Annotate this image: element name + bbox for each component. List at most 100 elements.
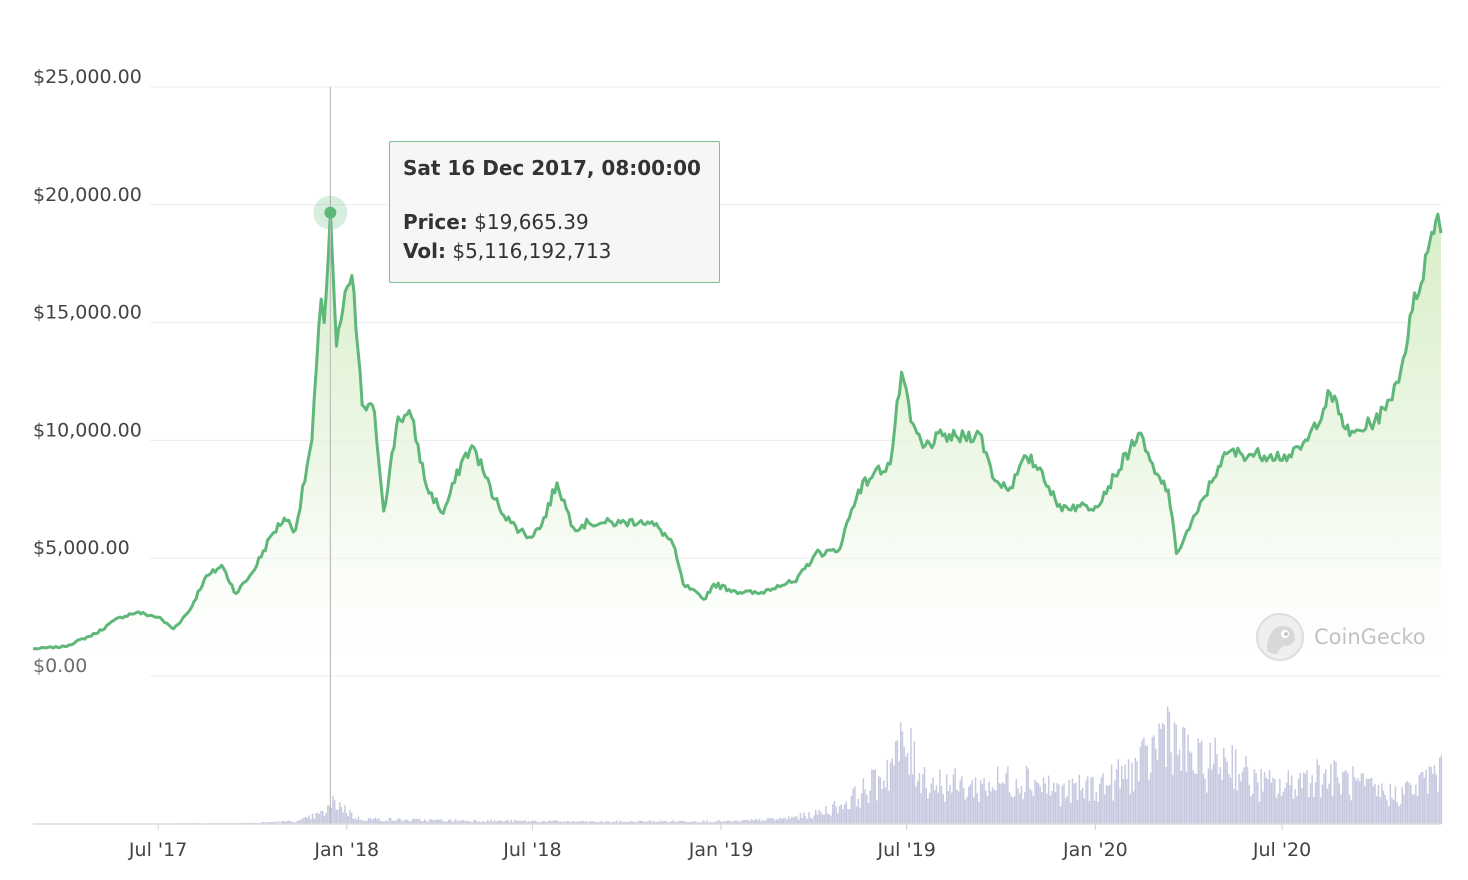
volume-bar (1370, 777, 1373, 824)
volume-bar (1136, 761, 1138, 824)
volume-bar (784, 817, 786, 824)
coingecko-watermark: CoinGecko (1255, 612, 1426, 662)
volume-bar (1063, 783, 1065, 824)
volume-bar (894, 741, 897, 824)
volume-bar (551, 821, 553, 824)
volume-bar (947, 791, 950, 824)
volume-bar (792, 817, 795, 824)
volume-bar (512, 822, 514, 824)
volume-bar (983, 778, 985, 824)
volume-bar (1345, 770, 1347, 824)
volume-bar (961, 776, 963, 824)
volume-bar (993, 789, 995, 824)
volume-bar (548, 820, 550, 824)
volume-bar (1362, 773, 1364, 824)
volume-bar (985, 790, 987, 824)
volume-bar (347, 816, 349, 824)
volume-bar (364, 820, 366, 824)
volume-bar (1343, 771, 1346, 824)
volume-bar (422, 821, 424, 824)
volume-bar (741, 820, 744, 824)
volume-bar (461, 820, 463, 824)
volume-bar (1328, 783, 1330, 824)
volume-bar (854, 786, 856, 824)
volume-bar (1131, 762, 1133, 824)
volume-bar (930, 783, 933, 824)
volume-bar (536, 821, 538, 824)
volume-bar (685, 822, 688, 824)
volume-bar (689, 822, 691, 824)
volume-bar (944, 801, 946, 824)
volume-bar (488, 821, 491, 824)
volume-bar (1097, 802, 1099, 824)
volume-bar (1267, 778, 1269, 824)
volume-bar (1121, 765, 1123, 824)
volume-bar (568, 821, 570, 824)
volume-bar (631, 821, 633, 824)
hover-marker[interactable] (324, 206, 337, 219)
volume-bar (1148, 779, 1150, 824)
volume-bar (663, 821, 666, 824)
volume-bar (1075, 782, 1077, 824)
volume-bar (405, 819, 407, 824)
volume-bar (383, 821, 385, 824)
volume-bar (832, 804, 834, 824)
volume-bar (342, 812, 344, 824)
volume-bar (879, 777, 882, 824)
volume-bar (1433, 765, 1436, 824)
volume-bar (658, 821, 661, 824)
volume-bar (1119, 788, 1121, 824)
volume-bar (1263, 772, 1266, 824)
volume-bar (833, 801, 836, 824)
volume-bar (1428, 766, 1431, 824)
volume-bar (1189, 751, 1191, 824)
volume-bar (641, 821, 644, 824)
volume-bar (1272, 777, 1274, 824)
volume-bar (1053, 782, 1055, 824)
price-line[interactable] (32, 211, 1443, 651)
volume-bar (896, 740, 899, 824)
volume-bar (1100, 777, 1103, 824)
volume-bar (308, 815, 310, 824)
volume-bar (412, 818, 414, 824)
volume-bar (575, 821, 577, 824)
volume-bar (1423, 777, 1426, 824)
volume-bar (430, 819, 433, 824)
volume-bar (1204, 778, 1206, 824)
volume-bar (922, 774, 924, 824)
volume-bar (639, 820, 642, 824)
volume-bar (798, 819, 800, 824)
volume-bar (748, 821, 751, 824)
volume-bar (804, 816, 807, 824)
volume-bar (1083, 798, 1086, 824)
volume-bar (945, 774, 948, 824)
volume-bar (1401, 787, 1403, 824)
volume-bar (845, 801, 848, 824)
volume-bar (456, 820, 458, 824)
tooltip-price-row: Price: $19,665.39 (403, 208, 719, 237)
volume-bar (407, 820, 409, 824)
volume-bar (582, 820, 584, 824)
volume-bar (951, 792, 953, 824)
volume-bar (587, 822, 589, 824)
volume-bar (486, 820, 489, 824)
volume-bar (1102, 773, 1104, 824)
volume-bar (524, 820, 526, 824)
volume-bar (1360, 773, 1363, 824)
volume-bar (677, 821, 679, 824)
volume-bar (565, 821, 567, 824)
volume-bar (1146, 745, 1148, 824)
volume-bar (471, 822, 474, 824)
volume-bar (1087, 776, 1089, 824)
volume-bar (1071, 778, 1074, 824)
volume-bar (937, 792, 939, 824)
volume-bar (1316, 759, 1318, 824)
tooltip-vol-value: $5,116,192,713 (452, 239, 612, 263)
volume-bar (1160, 728, 1162, 824)
volume-bar (553, 820, 555, 824)
volume-bar (478, 821, 480, 824)
volume-bar (769, 818, 771, 824)
volume-bar (531, 820, 533, 824)
volume-bar (843, 804, 846, 824)
volume-bar (1015, 779, 1018, 824)
